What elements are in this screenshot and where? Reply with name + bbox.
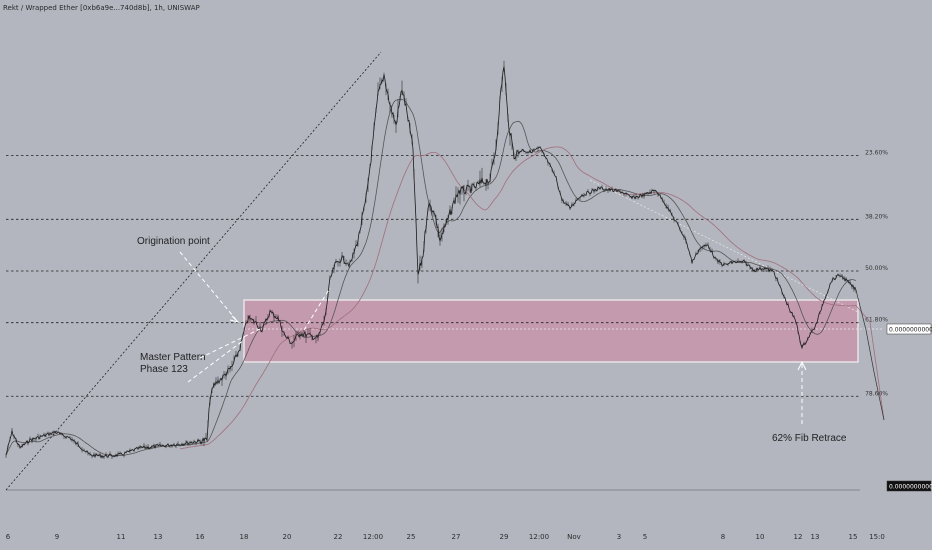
fib-label: 61.80%: [865, 317, 888, 324]
fib-label: 38.20%: [865, 213, 888, 220]
annotation-origination-point: Origination point: [137, 236, 210, 247]
x-tick-label: 22: [334, 533, 343, 541]
fib-label: 23.60%: [865, 149, 888, 156]
arrow-master-pattern: [187, 339, 245, 383]
arrow-phase-123: [199, 327, 263, 359]
annotation-fib-retrace: 62% Fib Retrace: [772, 433, 847, 444]
arrowhead-origination: [229, 315, 240, 323]
x-tick-label: 11: [117, 533, 126, 541]
x-tick-label: 27: [452, 533, 461, 541]
x-tick-label: 5: [643, 533, 647, 541]
x-tick-label: 9: [55, 533, 59, 541]
x-tick-label: 13: [154, 533, 163, 541]
moving-average-slow: [179, 146, 885, 450]
fib-label: 50.00%: [865, 265, 888, 272]
x-tick-label: 12: [794, 533, 803, 541]
annotation-master-pattern: Master Pattern Phase 123: [140, 352, 206, 375]
price-axis-label: 0.0000000000: [889, 484, 932, 491]
x-tick-label: 12:00: [529, 533, 549, 541]
x-tick-label: 29: [500, 533, 509, 541]
projection-line: [855, 289, 885, 421]
x-tick-label: 13: [811, 533, 820, 541]
fib-label: 78.60%: [865, 390, 888, 397]
x-tick-label: 12:00: [363, 533, 383, 541]
arrow-breakout: [303, 287, 331, 331]
x-tick-label: 15: [849, 533, 858, 541]
x-tick-label: 6: [6, 533, 11, 541]
value-zone-rect: [243, 299, 859, 363]
x-tick-label: 20: [283, 533, 292, 541]
x-tick-label: 25: [407, 533, 416, 541]
x-tick-label: Nov: [567, 533, 581, 541]
arrowhead-fib-retrace: [797, 360, 807, 371]
x-tick-label: 15:0: [869, 533, 885, 541]
x-tick-label: 3: [617, 533, 621, 541]
price-tag-box: [886, 323, 932, 335]
price-tag-box: [886, 480, 932, 492]
x-tick-label: 16: [196, 533, 205, 541]
swing-diagonal-line: [5, 51, 382, 491]
chart-title: Rekt / Wrapped Ether [0xb6a9e...740d8b],…: [3, 4, 200, 12]
x-tick-label: 18: [240, 533, 249, 541]
trend-guide-line: [589, 179, 859, 313]
arrow-origination: [179, 251, 239, 323]
annotation-master-line: Phase 123: [140, 364, 188, 375]
price-axis-label: 0.0000000000: [889, 327, 932, 334]
x-tick-label: 8: [721, 533, 725, 541]
price-line[interactable]: [5, 66, 857, 459]
x-tick-label: 10: [756, 533, 765, 541]
annotation-master-line: Master Pattern: [140, 352, 206, 363]
